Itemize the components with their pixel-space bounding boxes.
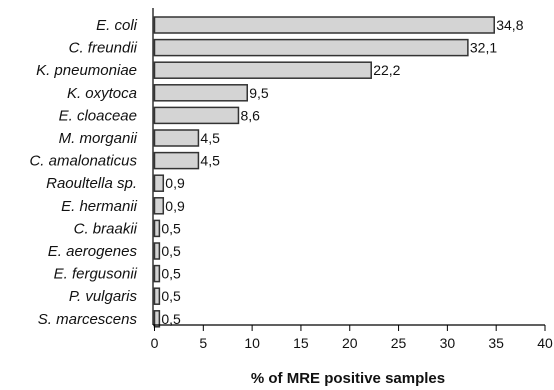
category-label: E. cloaceae bbox=[59, 107, 137, 124]
bars-group bbox=[153, 16, 495, 328]
value-label: 0,5 bbox=[161, 220, 181, 236]
x-tick-label: 40 bbox=[537, 335, 553, 351]
value-label: 0,5 bbox=[161, 243, 181, 259]
category-label: C. amalonaticus bbox=[29, 153, 137, 170]
value-label: 0,9 bbox=[165, 175, 185, 191]
x-tick-label: 30 bbox=[440, 335, 456, 351]
category-label: E. fergusonii bbox=[54, 266, 138, 283]
bar bbox=[153, 61, 372, 79]
category-label: S. marcescens bbox=[38, 311, 138, 328]
x-tick-label: 5 bbox=[199, 335, 207, 351]
x-tick-label: 0 bbox=[151, 335, 159, 351]
category-label: E. aerogenes bbox=[48, 243, 138, 260]
category-label: K. oxytoca bbox=[67, 85, 137, 102]
category-label: M. morganii bbox=[59, 130, 138, 147]
category-label: P. vulgaris bbox=[69, 288, 138, 305]
axes-group: 0 5 10 15 20 25 30 35 40 bbox=[151, 8, 553, 351]
x-tick-label: 15 bbox=[293, 335, 309, 351]
value-label: 32,1 bbox=[470, 40, 497, 56]
value-label: 22,2 bbox=[373, 62, 400, 78]
category-label: C. freundii bbox=[69, 40, 138, 57]
bar bbox=[153, 84, 248, 102]
bar bbox=[153, 264, 161, 283]
value-label: 0,5 bbox=[161, 311, 181, 327]
x-axis-label: % of MRE positive samples bbox=[251, 370, 445, 387]
value-labels-group: 34,8 32,1 22,2 9,5 8,6 4,5 4,5 0,9 0,9 0,5 0,5 0,5 0… bbox=[161, 17, 523, 327]
category-label: K. pneumoniae bbox=[36, 62, 137, 79]
category-label: C. braakii bbox=[74, 220, 138, 237]
bar bbox=[153, 310, 161, 328]
bar bbox=[153, 174, 165, 192]
value-label: 0,5 bbox=[161, 266, 181, 282]
bar bbox=[153, 287, 161, 305]
category-labels-group: E. coli C. freundii K. pneumoniae K. oxytoc… bbox=[29, 17, 137, 328]
value-label: 0,5 bbox=[161, 288, 181, 304]
value-label: 4,5 bbox=[200, 153, 220, 169]
x-tick-label: 10 bbox=[244, 335, 260, 351]
value-label: 0,9 bbox=[165, 198, 185, 214]
bar bbox=[153, 242, 161, 260]
category-label: E. hermanii bbox=[61, 198, 138, 215]
bar bbox=[153, 151, 200, 170]
x-tick-label: 25 bbox=[391, 335, 407, 351]
bar bbox=[153, 106, 240, 125]
bar bbox=[153, 38, 469, 57]
bar bbox=[153, 197, 165, 215]
category-label: Raoultella sp. bbox=[46, 175, 137, 192]
value-label: 8,6 bbox=[240, 107, 260, 123]
value-label: 4,5 bbox=[200, 130, 220, 146]
value-label: 34,8 bbox=[496, 17, 523, 33]
bar bbox=[153, 16, 495, 34]
value-label: 9,5 bbox=[249, 85, 269, 101]
bar bbox=[153, 129, 200, 147]
x-tick-label: 35 bbox=[488, 335, 504, 351]
category-label: E. coli bbox=[96, 17, 138, 34]
x-tick-label: 20 bbox=[342, 335, 358, 351]
bar bbox=[153, 219, 161, 238]
